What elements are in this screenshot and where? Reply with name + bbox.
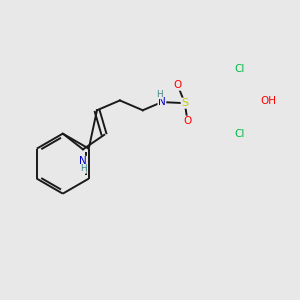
Text: O: O xyxy=(174,80,182,90)
Text: O: O xyxy=(183,116,192,126)
Text: OH: OH xyxy=(261,96,277,106)
Text: H: H xyxy=(156,90,163,99)
Text: Cl: Cl xyxy=(234,129,244,139)
Text: N: N xyxy=(79,156,86,166)
Text: N: N xyxy=(158,97,166,107)
Text: Cl: Cl xyxy=(234,64,244,74)
Text: S: S xyxy=(181,98,188,108)
Text: H: H xyxy=(80,164,86,173)
